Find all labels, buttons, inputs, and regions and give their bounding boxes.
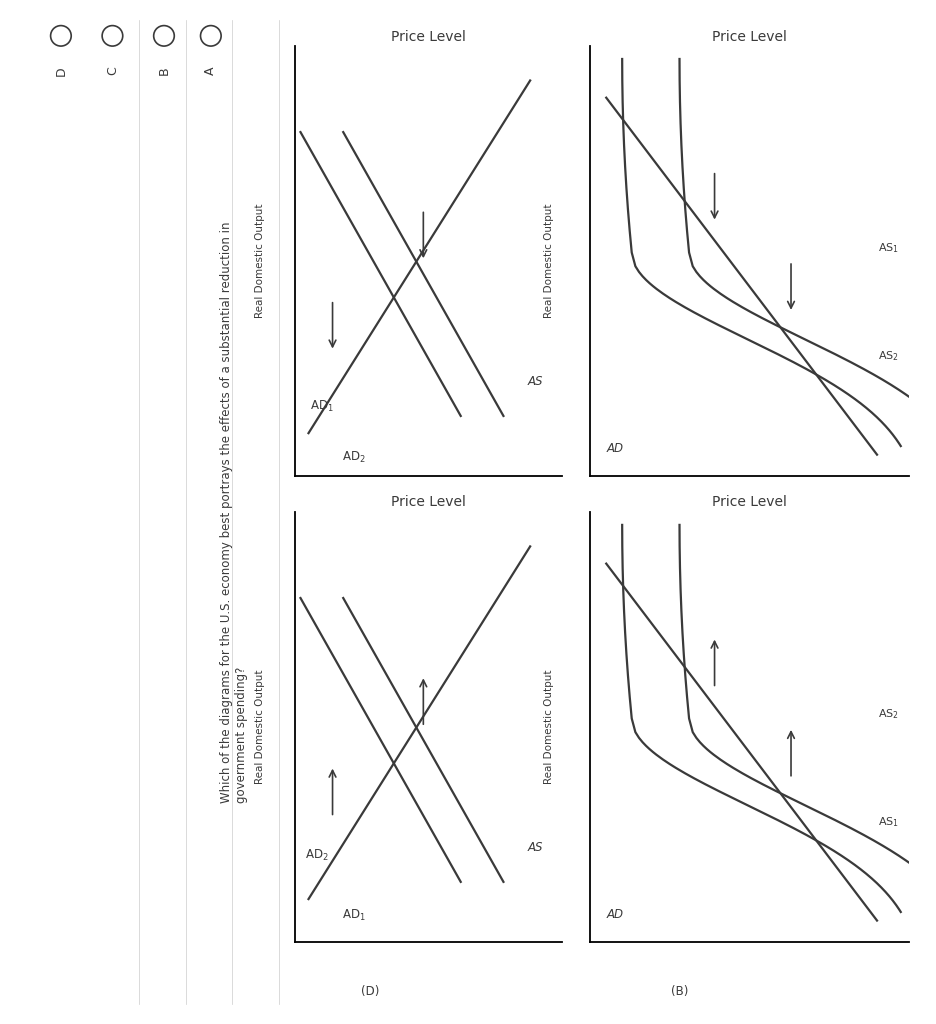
Text: AS: AS xyxy=(527,375,542,388)
Text: B: B xyxy=(157,67,170,75)
Text: AS$_1$: AS$_1$ xyxy=(877,242,899,255)
Text: AD$_2$: AD$_2$ xyxy=(342,451,365,466)
Title: Price Level: Price Level xyxy=(391,30,465,44)
Text: AD$_2$: AD$_2$ xyxy=(304,848,328,862)
Text: (D): (D) xyxy=(360,985,379,998)
Text: AS$_1$: AS$_1$ xyxy=(877,815,899,828)
Title: Price Level: Price Level xyxy=(711,496,786,510)
Text: C: C xyxy=(106,67,119,76)
Text: (B): (B) xyxy=(670,985,687,998)
Title: Price Level: Price Level xyxy=(711,30,786,44)
Text: (A): (A) xyxy=(670,519,687,532)
Text: AS$_2$: AS$_2$ xyxy=(877,708,899,721)
Text: Which of the diagrams for the U.S. economy best portrays the effects of a substa: Which of the diagrams for the U.S. econo… xyxy=(220,221,248,803)
Text: AD: AD xyxy=(606,907,622,921)
Text: A: A xyxy=(204,67,217,75)
Text: (C): (C) xyxy=(360,519,378,532)
Text: Real Domestic Output: Real Domestic Output xyxy=(543,670,553,784)
Text: AS$_2$: AS$_2$ xyxy=(877,349,899,362)
Text: AS: AS xyxy=(527,841,542,854)
Text: Real Domestic Output: Real Domestic Output xyxy=(543,204,553,318)
Text: AD: AD xyxy=(606,441,622,455)
Title: Price Level: Price Level xyxy=(391,496,465,510)
Text: Real Domestic Output: Real Domestic Output xyxy=(256,204,265,318)
Text: AD$_1$: AD$_1$ xyxy=(310,398,333,414)
Text: Real Domestic Output: Real Domestic Output xyxy=(256,670,265,784)
Text: D: D xyxy=(54,67,67,76)
Text: AD$_1$: AD$_1$ xyxy=(342,907,365,923)
